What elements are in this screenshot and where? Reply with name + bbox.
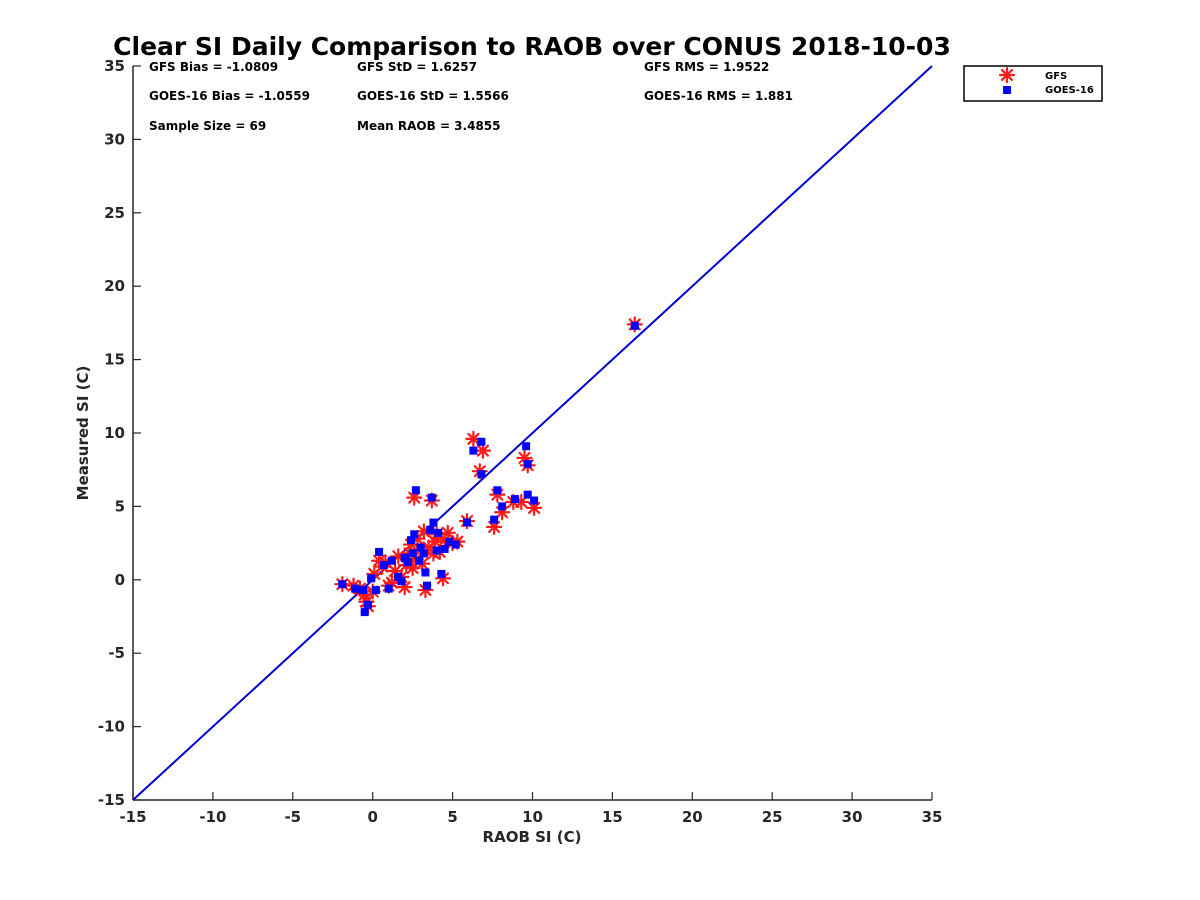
goes-16-point: [434, 528, 443, 537]
x-tick-label: 35: [922, 808, 943, 826]
y-axis-label: Measured SI (C): [74, 366, 92, 501]
goes-16-point: [462, 518, 471, 527]
x-tick-label: 30: [842, 808, 863, 826]
goes-16-point: [445, 537, 454, 546]
goes-16-point: [426, 525, 435, 534]
y-tick-label: -5: [108, 644, 125, 662]
gfs-point: [415, 523, 432, 540]
goes-16-point: [387, 556, 396, 565]
legend-goes-16-label: GOES-16: [1045, 85, 1094, 96]
y-ticks: -15 -10 -5 0 5 10 15 20 25 30 35: [98, 57, 141, 809]
legend-gfs-label: GFS: [1045, 71, 1067, 82]
chart-title: Clear SI Daily Comparison to RAOB over C…: [113, 32, 951, 61]
y-tick-label: 0: [115, 571, 125, 589]
goes-16-point: [379, 561, 388, 570]
y-tick-label: 30: [104, 130, 125, 148]
goes-16-point: [403, 558, 412, 567]
goes-16-point: [429, 518, 438, 527]
stat-gfs-std: GFS StD = 1.6257: [357, 60, 477, 74]
goes-16-point: [523, 459, 532, 468]
gfs-point: [439, 524, 456, 541]
stat-gfs-bias: GFS Bias = -1.0809: [149, 60, 278, 74]
goes-16-point: [407, 536, 416, 545]
goes-16-point: [416, 543, 425, 552]
stat-gfs-rms: GFS RMS = 1.9522: [644, 60, 769, 74]
y-tick-label: -15: [98, 791, 125, 809]
goes-16-point: [477, 437, 486, 446]
goes-16-point: [440, 544, 449, 553]
goes-16-point: [411, 486, 420, 495]
x-tick-label: 25: [762, 808, 783, 826]
goes-16-point: [432, 546, 441, 555]
legend-gfs-marker: [998, 66, 1016, 84]
goes-16-point: [421, 568, 430, 577]
goes-16-point: [360, 608, 369, 617]
stat-goes-bias: GOES-16 Bias = -1.0559: [149, 89, 310, 103]
goes-16-point: [419, 549, 428, 558]
goes-16-point: [427, 493, 436, 502]
stat-goes-rms: GOES-16 RMS = 1.881: [644, 89, 793, 103]
x-tick-label: 0: [367, 808, 377, 826]
legend-box: [963, 65, 1103, 102]
goes-16-point: [469, 446, 478, 455]
x-axis-label: RAOB SI (C): [483, 828, 582, 846]
x-tick-label: -5: [284, 808, 301, 826]
goes-16-point: [490, 515, 499, 524]
goes-16-point: [338, 580, 347, 589]
legend-goes-16-marker: [1003, 86, 1011, 94]
goes-16-point: [437, 569, 446, 578]
goes-16-point: [630, 321, 639, 330]
stat-goes-std: GOES-16 StD = 1.5566: [357, 89, 509, 103]
y-tick-label: 25: [104, 204, 125, 222]
goes-16-point: [359, 586, 368, 595]
gfs-point: [525, 499, 543, 516]
goes-16-point: [477, 470, 486, 479]
x-tick-label: 15: [602, 808, 623, 826]
y-tick-label: 5: [115, 497, 125, 515]
goes-16-point: [451, 540, 460, 549]
one-to-one-reference-line: [132, 65, 933, 801]
x-tick-label: 5: [447, 808, 457, 826]
goes-16-point: [375, 547, 384, 556]
x-tick-label: -15: [119, 808, 146, 826]
goes-16-point: [510, 495, 519, 504]
y-tick-label: 10: [104, 424, 125, 442]
goes-16-point: [493, 486, 502, 495]
legend-gfs-symbol: [998, 66, 1016, 84]
x-tick-label: 10: [522, 808, 543, 826]
x-tick-label: -10: [199, 808, 226, 826]
goes-16-point: [363, 600, 372, 609]
legend-goes-16-symbol: [1003, 86, 1011, 94]
stat-mean-raob: Mean RAOB = 3.4855: [357, 119, 501, 133]
goes-16-point: [415, 556, 424, 565]
goes-16-point: [384, 584, 393, 593]
goes-16-point: [498, 502, 507, 511]
goes-16-point: [394, 572, 403, 581]
goes-16-point: [523, 490, 532, 499]
y-tick-label: 20: [104, 277, 125, 295]
y-tick-label: -10: [98, 718, 125, 736]
legend: GFS GOES-16: [963, 65, 1103, 102]
y-tick-label: 35: [104, 57, 125, 75]
goes-16-point: [410, 530, 419, 539]
goes-16-point: [408, 549, 417, 558]
goes-16-point: [423, 581, 432, 590]
stat-sample-size: Sample Size = 69: [149, 119, 266, 133]
goes-16-point: [400, 553, 409, 562]
goes-16-point: [397, 577, 406, 586]
y-tick-label: 15: [104, 351, 125, 369]
gfs-point: [474, 442, 492, 459]
goes-16-point: [351, 584, 360, 593]
goes-16-point: [367, 574, 376, 583]
x-tick-label: 20: [682, 808, 703, 826]
goes-16-point: [522, 442, 531, 451]
x-ticks: -15 -10 -5 0 5 10 15 20 25 30 35: [119, 792, 942, 826]
series-goes-16: [338, 321, 639, 617]
gfs-point: [486, 518, 503, 536]
goes-16-point: [371, 586, 380, 595]
goes-16-point: [530, 496, 539, 505]
